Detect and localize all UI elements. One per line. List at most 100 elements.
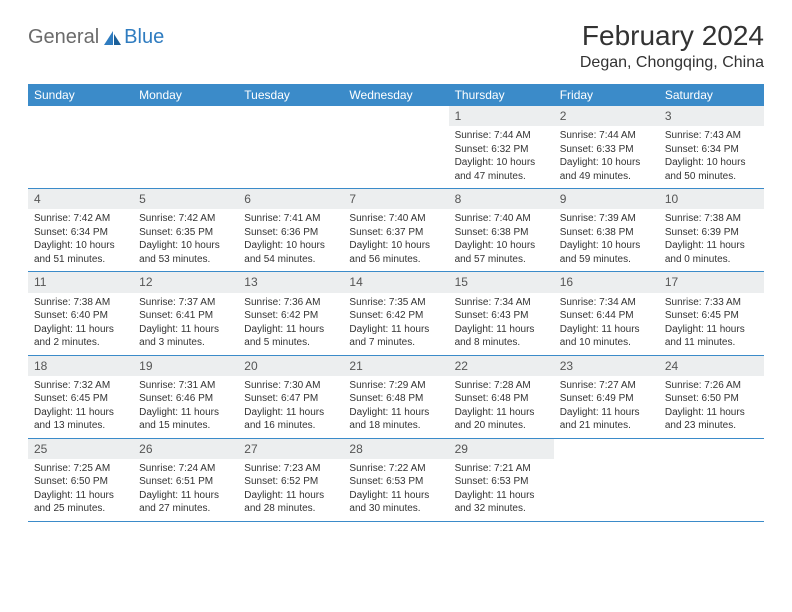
day-body: Sunrise: 7:27 AMSunset: 6:49 PMDaylight:… [554,376,659,438]
day-cell [659,439,764,521]
daylight-line: Daylight: 11 hours and 18 minutes. [349,406,442,433]
sunrise-line: Sunrise: 7:31 AM [139,379,232,393]
day-body: Sunrise: 7:22 AMSunset: 6:53 PMDaylight:… [343,459,448,521]
week-row: 11 Sunrise: 7:38 AMSunset: 6:40 PM Dayligh… [28,272,764,355]
day-cell: 22Sunrise: 7:28 AMSunset: 6:48 PMDayligh… [449,356,554,438]
day-cell: 17Sunrise: 7:33 AMSunset: 6:45 PMDayligh… [659,272,764,354]
daylight-line: Daylight: 11 hours and 8 minutes. [455,323,548,350]
day-cell [133,106,238,188]
day-number: 11 [28,272,133,292]
day-number: 1 [449,106,554,126]
daylight-line: Daylight: 10 hours and 54 minutes. [244,239,337,266]
day-cell: 15Sunrise: 7:34 AMSunset: 6:43 PMDayligh… [449,272,554,354]
day-body: Sunrise: 7:44 AMSunset: 6:33 PMDaylight:… [554,126,659,188]
day-cell: 11Sunrise: 7:38 AMSunset: 6:40 PMDayligh… [28,272,133,354]
sunset-line: Sunset: 6:44 PM [560,309,653,323]
day-body: Sunrise: 7:21 AMSunset: 6:53 PMDaylight:… [449,459,554,521]
daylight-line: Daylight: 10 hours and 49 minutes. [560,156,653,183]
sunrise-line: Sunrise: 7:23 AM [244,462,337,476]
day-number: 2 [554,106,659,126]
day-body: Sunrise: 7:44 AMSunset: 6:32 PMDaylight:… [449,126,554,188]
day-cell: 21Sunrise: 7:29 AMSunset: 6:48 PMDayligh… [343,356,448,438]
logo: General Blue [28,20,164,49]
weekday-header-cell: Friday [554,84,659,106]
day-cell: 18Sunrise: 7:32 AMSunset: 6:45 PMDayligh… [28,356,133,438]
location: Degan, Chongqing, China [580,54,764,72]
day-cell: 29Sunrise: 7:21 AMSunset: 6:53 PMDayligh… [449,439,554,521]
weekday-header-cell: Thursday [449,84,554,106]
day-body: Sunrise: 7:33 AMSunset: 6:45 PMDaylight:… [659,293,764,355]
day-body: Sunrise: 7:39 AMSunset: 6:38 PMDaylight:… [554,209,659,271]
sunset-line: Sunset: 6:47 PM [244,392,337,406]
day-body: Sunrise: 7:29 AMSunset: 6:48 PMDaylight:… [343,376,448,438]
sunset-line: Sunset: 6:39 PM [665,226,758,240]
weekday-header-cell: Saturday [659,84,764,106]
day-body: Sunrise: 7:26 AMSunset: 6:50 PMDaylight:… [659,376,764,438]
day-cell [238,106,343,188]
daylight-line: Daylight: 11 hours and 10 minutes. [560,323,653,350]
calendar-body: 1Sunrise: 7:44 AMSunset: 6:32 PMDaylight… [28,106,764,522]
sunrise-line: Sunrise: 7:39 AM [560,212,653,226]
daylight-line: Daylight: 10 hours and 53 minutes. [139,239,232,266]
day-body: Sunrise: 7:42 AMSunset: 6:35 PMDaylight:… [133,209,238,271]
day-body: Sunrise: 7:42 AMSunset: 6:34 PMDaylight:… [28,209,133,271]
day-body: Sunrise: 7:30 AMSunset: 6:47 PMDaylight:… [238,376,343,438]
day-cell: 26Sunrise: 7:24 AMSunset: 6:51 PMDayligh… [133,439,238,521]
sunset-line: Sunset: 6:45 PM [665,309,758,323]
day-number: 18 [28,356,133,376]
daylight-line: Daylight: 11 hours and 20 minutes. [455,406,548,433]
day-number: 20 [238,356,343,376]
day-number: 24 [659,356,764,376]
weekday-header-cell: Sunday [28,84,133,106]
daylight-line: Daylight: 11 hours and 0 minutes. [665,239,758,266]
logo-sail-icon [102,29,122,47]
sunrise-line: Sunrise: 7:29 AM [349,379,442,393]
sunrise-line: Sunrise: 7:42 AM [34,212,127,226]
day-body: Sunrise: 7:35 AMSunset: 6:42 PMDaylight:… [343,293,448,355]
daylight-line: Daylight: 11 hours and 25 minutes. [34,489,127,516]
day-number: 14 [343,272,448,292]
daylight-line: Daylight: 11 hours and 28 minutes. [244,489,337,516]
daylight-line: Daylight: 11 hours and 30 minutes. [349,489,442,516]
day-cell [343,106,448,188]
sunrise-line: Sunrise: 7:21 AM [455,462,548,476]
day-number: 5 [133,189,238,209]
day-number: 27 [238,439,343,459]
daylight-line: Daylight: 11 hours and 15 minutes. [139,406,232,433]
day-body: Sunrise: 7:38 AMSunset: 6:39 PMDaylight:… [659,209,764,271]
day-cell: 6Sunrise: 7:41 AMSunset: 6:36 PMDaylight… [238,189,343,271]
sunset-line: Sunset: 6:38 PM [455,226,548,240]
sunrise-line: Sunrise: 7:32 AM [34,379,127,393]
day-cell: 7Sunrise: 7:40 AMSunset: 6:37 PMDaylight… [343,189,448,271]
sunset-line: Sunset: 6:40 PM [34,309,127,323]
sunrise-line: Sunrise: 7:34 AM [560,296,653,310]
sunset-line: Sunset: 6:41 PM [139,309,232,323]
sunset-line: Sunset: 6:49 PM [560,392,653,406]
sunset-line: Sunset: 6:50 PM [34,475,127,489]
day-body: Sunrise: 7:40 AMSunset: 6:38 PMDaylight:… [449,209,554,271]
sunrise-line: Sunrise: 7:28 AM [455,379,548,393]
sunrise-line: Sunrise: 7:38 AM [34,296,127,310]
sunset-line: Sunset: 6:32 PM [455,143,548,157]
sunset-line: Sunset: 6:33 PM [560,143,653,157]
day-cell: 12Sunrise: 7:37 AMSunset: 6:41 PMDayligh… [133,272,238,354]
daylight-line: Daylight: 11 hours and 11 minutes. [665,323,758,350]
day-number: 10 [659,189,764,209]
day-cell: 13Sunrise: 7:36 AMSunset: 6:42 PMDayligh… [238,272,343,354]
day-cell: 14Sunrise: 7:35 AMSunset: 6:42 PMDayligh… [343,272,448,354]
day-cell: 8Sunrise: 7:40 AMSunset: 6:38 PMDaylight… [449,189,554,271]
sunset-line: Sunset: 6:53 PM [349,475,442,489]
sunset-line: Sunset: 6:46 PM [139,392,232,406]
day-body: Sunrise: 7:25 AMSunset: 6:50 PMDaylight:… [28,459,133,521]
sunset-line: Sunset: 6:45 PM [34,392,127,406]
title-block: February 2024 Degan, Chongqing, China [580,20,764,72]
sunset-line: Sunset: 6:37 PM [349,226,442,240]
day-body: Sunrise: 7:34 AMSunset: 6:43 PMDaylight:… [449,293,554,355]
sunrise-line: Sunrise: 7:44 AM [455,129,548,143]
sunset-line: Sunset: 6:34 PM [34,226,127,240]
day-cell: 27Sunrise: 7:23 AMSunset: 6:52 PMDayligh… [238,439,343,521]
day-cell: 3Sunrise: 7:43 AMSunset: 6:34 PMDaylight… [659,106,764,188]
sunrise-line: Sunrise: 7:37 AM [139,296,232,310]
day-cell: 1Sunrise: 7:44 AMSunset: 6:32 PMDaylight… [449,106,554,188]
sunrise-line: Sunrise: 7:33 AM [665,296,758,310]
